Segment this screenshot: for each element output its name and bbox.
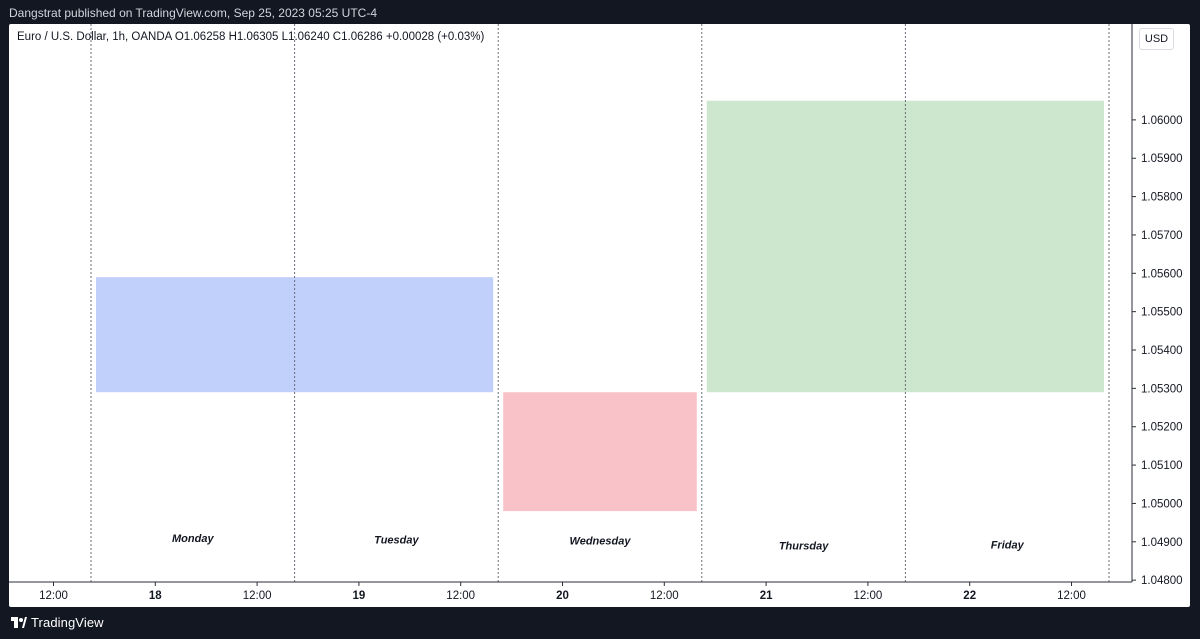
price-tick-label[interactable]: 1.06000: [1141, 115, 1183, 127]
time-tick-label[interactable]: 22: [963, 590, 976, 602]
price-tick-label[interactable]: 1.05600: [1141, 268, 1183, 280]
price-tick-label[interactable]: 1.05200: [1141, 422, 1183, 434]
time-tick-label[interactable]: 20: [556, 590, 569, 602]
time-tick-label[interactable]: 19: [353, 590, 366, 602]
footer-brand: TradingView: [31, 615, 104, 630]
symbol-legend[interactable]: Euro / U.S. Dollar, 1h, OANDA O1.06258 H…: [17, 31, 485, 43]
time-tick-label[interactable]: 21: [760, 590, 773, 602]
zone-monday: [96, 277, 494, 393]
time-tick-label[interactable]: 12:00: [1057, 590, 1086, 602]
price-tick-label[interactable]: 1.04800: [1141, 575, 1183, 587]
zone-label-monday: Monday: [172, 533, 214, 545]
chart-frame[interactable]: Monday Tuesday Wednesday Thursday Friday 1.06…: [9, 24, 1190, 607]
time-tick-label[interactable]: 12:00: [39, 590, 68, 602]
attribution-text: Dangstrat published on TradingView.com, …: [9, 6, 378, 20]
price-tick-label[interactable]: 1.05000: [1141, 498, 1183, 510]
time-tick-label[interactable]: 18: [149, 590, 162, 602]
time-tick-label[interactable]: 12:00: [446, 590, 475, 602]
attribution-bar: Dangstrat published on TradingView.com, …: [0, 0, 1200, 24]
price-tick-label[interactable]: 1.05500: [1141, 307, 1183, 319]
zone-label-tuesday: Tuesday: [374, 535, 419, 547]
tradingview-logo-icon: [11, 617, 27, 628]
price-tick-label[interactable]: 1.04900: [1141, 537, 1183, 549]
price-tick-label[interactable]: 1.05800: [1141, 192, 1183, 204]
price-tick-label[interactable]: 1.05300: [1141, 383, 1183, 395]
currency-button[interactable]: USD: [1139, 28, 1174, 50]
zone-wednesday: [503, 392, 697, 512]
zone-label-wednesday: Wednesday: [570, 535, 632, 547]
zone-label-thursday: Thursday: [779, 540, 829, 552]
price-tick-label[interactable]: 1.05400: [1141, 345, 1183, 357]
price-tick-label[interactable]: 1.05900: [1141, 153, 1183, 165]
footer: TradingView: [0, 607, 1200, 639]
chart-svg[interactable]: Monday Tuesday Wednesday Thursday Friday 1.06…: [9, 24, 1190, 607]
time-tick-label[interactable]: 12:00: [650, 590, 679, 602]
time-tick-label[interactable]: 12:00: [243, 590, 272, 602]
time-tick-label[interactable]: 12:00: [854, 590, 883, 602]
zone-label-friday: Friday: [991, 540, 1025, 552]
price-tick-label[interactable]: 1.05100: [1141, 460, 1183, 472]
price-tick-label[interactable]: 1.05700: [1141, 230, 1183, 242]
